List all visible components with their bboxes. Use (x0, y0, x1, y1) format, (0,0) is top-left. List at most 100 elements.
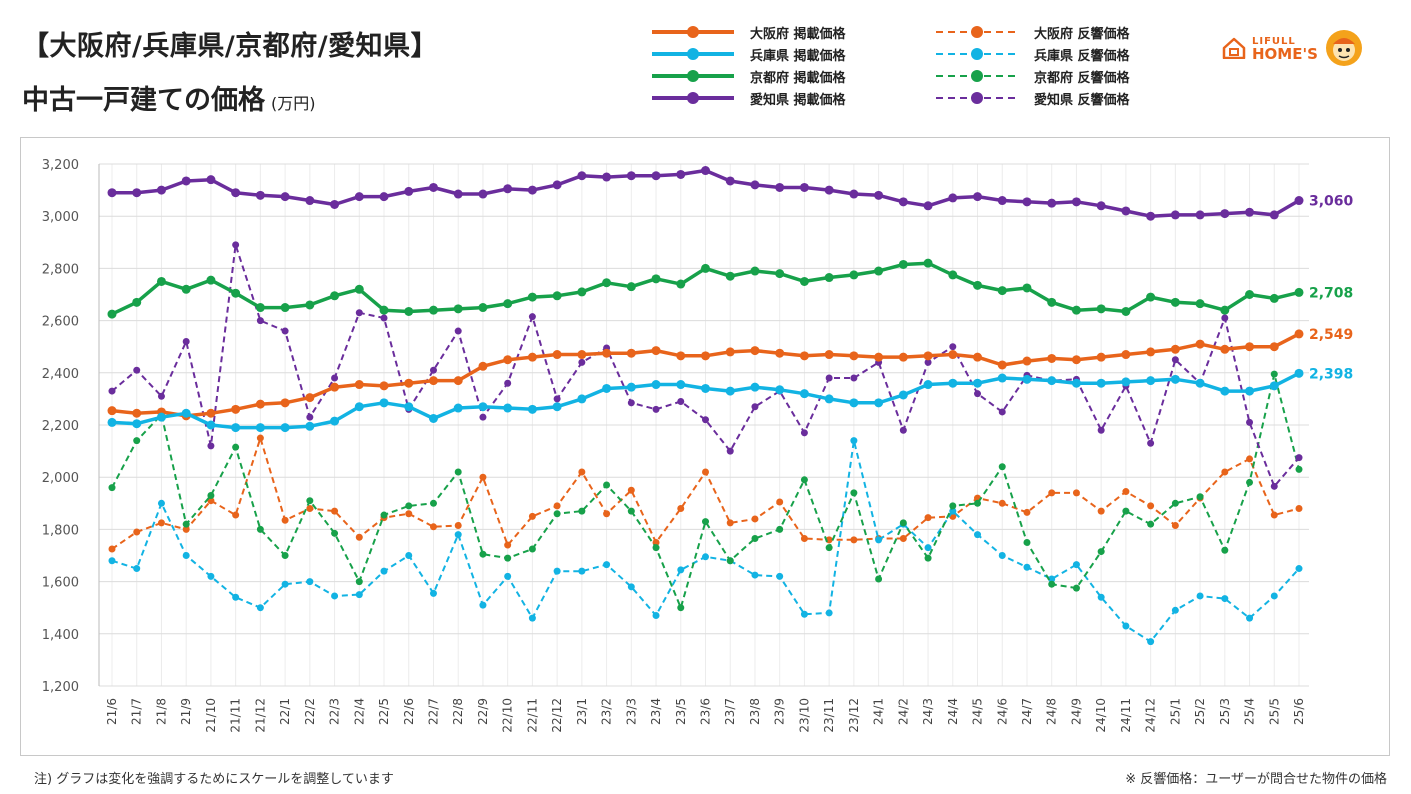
data-point (1245, 386, 1255, 396)
data-point (825, 374, 833, 382)
data-point (1220, 386, 1230, 396)
data-point (1096, 201, 1106, 211)
data-point (231, 404, 241, 414)
data-point (404, 378, 414, 388)
data-point (182, 520, 190, 528)
data-point (207, 491, 215, 499)
data-point (998, 463, 1006, 471)
data-point (354, 192, 364, 202)
data-point (1146, 376, 1156, 386)
data-point (405, 552, 413, 559)
x-tick-label: 23/4 (649, 698, 663, 725)
data-point (156, 185, 166, 195)
data-point (602, 278, 612, 288)
end-value-label: 2,398 (1309, 366, 1353, 382)
data-point (453, 189, 463, 199)
logo-text-lifull: LIFULL (1252, 36, 1296, 47)
data-point (181, 408, 191, 418)
legend-swatch (936, 92, 1018, 104)
data-point (1048, 580, 1056, 588)
data-point (1294, 196, 1304, 206)
data-point (775, 269, 785, 279)
data-point (626, 348, 636, 358)
data-point (1122, 622, 1130, 630)
legend-swatch (652, 48, 734, 60)
x-tick-label: 24/1 (872, 698, 886, 725)
data-point (677, 398, 685, 406)
data-point (627, 507, 635, 515)
data-point (923, 201, 933, 211)
legend-label: 兵庫県 反響価格 (1034, 48, 1130, 64)
data-point (528, 614, 536, 622)
data-point (825, 544, 833, 552)
data-point (281, 552, 289, 559)
data-point (133, 528, 141, 536)
data-point (429, 499, 437, 507)
data-point (1023, 508, 1031, 516)
data-point (701, 166, 710, 176)
legend-label: 愛知県 反響価格 (1034, 92, 1130, 108)
data-point (849, 398, 859, 408)
data-point (825, 609, 833, 617)
data-point (725, 176, 735, 186)
data-point (454, 531, 462, 539)
x-tick-label: 25/4 (1243, 698, 1257, 725)
data-point (330, 291, 340, 301)
data-point (849, 270, 859, 280)
data-point (1121, 350, 1131, 360)
data-point (776, 572, 784, 580)
data-point (1170, 210, 1180, 220)
y-tick-label: 2,800 (42, 262, 79, 277)
data-point (479, 550, 487, 558)
data-point (1146, 211, 1156, 221)
data-point (898, 390, 908, 400)
data-point (948, 193, 958, 203)
data-point (651, 274, 661, 284)
data-point (453, 376, 463, 386)
data-point (824, 185, 834, 195)
data-point (751, 535, 759, 543)
y-tick-label: 2,000 (42, 471, 79, 486)
data-point (702, 518, 709, 526)
x-tick-label: 23/2 (600, 698, 614, 725)
data-point (132, 188, 142, 198)
data-point (702, 416, 709, 424)
legend-item: 兵庫県 反響価格 (934, 44, 1130, 64)
data-point (725, 271, 735, 281)
data-point (528, 545, 536, 553)
data-point (702, 468, 709, 476)
data-point (1269, 381, 1279, 391)
data-point (775, 385, 785, 395)
legend-label: 大阪府 反響価格 (1034, 26, 1130, 42)
x-tick-label: 22/5 (377, 698, 391, 725)
data-point (652, 544, 660, 552)
data-point (1270, 370, 1278, 378)
data-point (750, 180, 760, 190)
data-point (331, 529, 339, 537)
data-point (627, 399, 635, 407)
x-tick-label: 24/10 (1094, 698, 1108, 733)
y-tick-label: 3,200 (42, 158, 79, 173)
data-point (132, 419, 142, 429)
x-tick-label: 23/7 (723, 698, 737, 725)
data-point (998, 552, 1006, 559)
data-point (479, 473, 487, 481)
data-point (428, 305, 438, 315)
legend-swatch (652, 92, 734, 104)
data-point (305, 196, 315, 206)
data-point (1171, 499, 1179, 507)
x-tick-label: 23/9 (773, 698, 787, 725)
data-point (949, 507, 957, 515)
data-point (379, 381, 389, 391)
data-point (305, 300, 315, 310)
x-tick-label: 24/2 (896, 698, 910, 725)
data-point (850, 437, 858, 445)
data-point (256, 525, 264, 533)
data-point (1171, 521, 1179, 529)
data-point (355, 578, 363, 586)
data-point (973, 378, 983, 388)
legend-swatch (652, 70, 734, 82)
data-point (231, 288, 241, 298)
data-point (255, 423, 265, 433)
data-point (602, 348, 612, 358)
